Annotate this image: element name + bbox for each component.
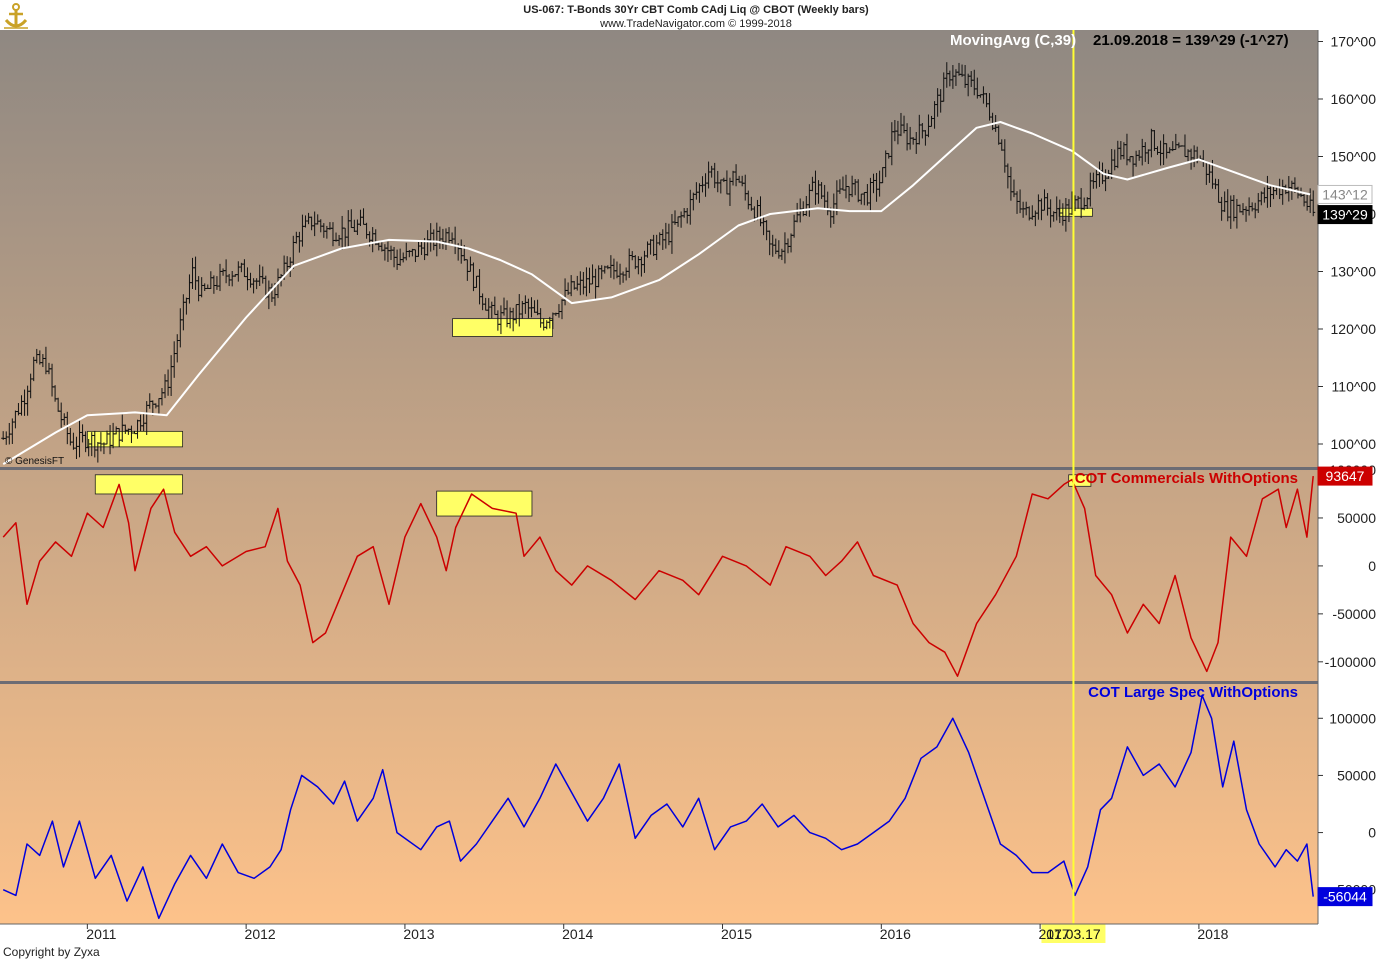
largespec-title: COT Large Spec WithOptions: [1088, 684, 1298, 701]
svg-text:93647: 93647: [1326, 468, 1365, 484]
price-tick-label: 120^00: [1331, 321, 1377, 337]
anchor-icon: [4, 3, 28, 29]
largespec-last-badge: -56044: [1317, 887, 1373, 907]
chart-title: US-067: T-Bonds 30Yr CBT Comb CAdj Liq @…: [523, 4, 869, 16]
svg-text:143^12: 143^12: [1322, 186, 1368, 202]
panel-divider-1: [0, 467, 1318, 470]
price-tick-label: 160^00: [1331, 91, 1377, 107]
price-bar: [1311, 190, 1316, 217]
axes: 100^00110^00120^00130^00140^00150^00160^…: [0, 30, 1376, 942]
price-tick-label: 150^00: [1331, 149, 1377, 165]
x-tick-label: 2016: [880, 926, 911, 942]
header-strip: [0, 0, 1392, 30]
highlight-box: [452, 318, 554, 337]
highlight-boxes: [86, 207, 1093, 517]
moving-average-line: [2, 121, 1311, 465]
price-tick-label: 170^00: [1331, 34, 1377, 50]
commercials-title: COT Commercials WithOptions: [1075, 470, 1298, 487]
chart-subtitle: www.TradeNavigator.com © 1999-2018: [599, 18, 792, 30]
series-lines: [2, 121, 1314, 920]
svg-text:139^29: 139^29: [1322, 207, 1368, 223]
bottom-axis-area: [0, 924, 1392, 960]
panel-divider-2: [0, 681, 1318, 684]
commercials-line: [2, 476, 1314, 677]
x-tick-label: 2012: [245, 926, 276, 942]
x-tick-label: 2015: [721, 926, 752, 942]
genesis-credit: © GenesisFT: [5, 456, 64, 467]
commercials-tick-label: -50000: [1332, 606, 1376, 622]
commercials-tick-label: 0: [1368, 558, 1376, 574]
price-readout: 21.09.2018 = 139^29 (-1^27): [1093, 32, 1289, 49]
largespec-tick-label: 0: [1368, 825, 1376, 841]
highlight-box: [1068, 474, 1092, 487]
marker-date-box: [1041, 924, 1106, 943]
highlight-box: [1058, 207, 1093, 217]
commercials-tick-label: -100000: [1325, 654, 1377, 670]
ma-last-badge: 143^12: [1317, 184, 1373, 204]
highlight-box: [94, 474, 184, 495]
plot-background: [0, 30, 1318, 924]
largespec-line: [2, 694, 1314, 920]
date-marker: 17.03.17: [1041, 30, 1106, 943]
svg-text:-56044: -56044: [1323, 889, 1367, 905]
largespec-tick-label: 100000: [1329, 710, 1376, 726]
price-tick-label: 110^00: [1332, 379, 1377, 395]
x-tick-label: 2011: [86, 926, 116, 942]
x-tick-label: 2018: [1197, 926, 1228, 942]
x-tick-label: 2014: [562, 926, 593, 942]
ma-label: MovingAvg (C,39): [950, 32, 1076, 49]
commercials-tick-label: 50000: [1337, 510, 1376, 526]
commercials-last-badge: 93647: [1317, 466, 1373, 486]
price-tick-label: 100^00: [1331, 436, 1377, 452]
x-tick-label: 2013: [403, 926, 434, 942]
price-tick-label: 130^00: [1331, 264, 1377, 280]
marker-date-label: 17.03.17: [1046, 926, 1101, 942]
price-bars: [1, 62, 1316, 463]
x-tick-label: 2017: [1039, 926, 1070, 942]
price-last-badge: 139^29: [1317, 205, 1373, 225]
author-credit: Copyright by Zyxa: [3, 945, 100, 959]
largespec-tick-label: 50000: [1337, 767, 1376, 783]
